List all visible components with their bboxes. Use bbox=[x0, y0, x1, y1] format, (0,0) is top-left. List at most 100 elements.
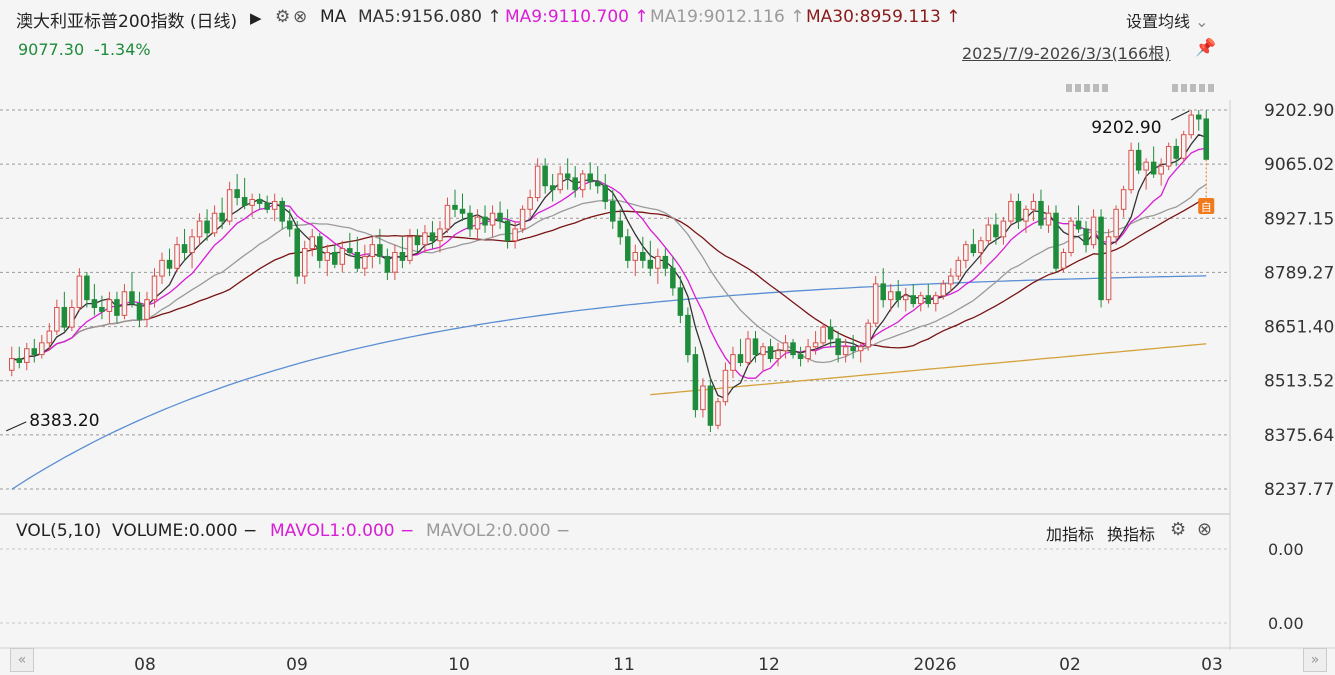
candle-body bbox=[827, 326, 834, 340]
candle-body bbox=[1195, 114, 1202, 120]
candle-body bbox=[775, 350, 781, 360]
candle-body bbox=[812, 342, 819, 348]
candle-body bbox=[354, 252, 361, 269]
candle-body bbox=[91, 299, 98, 308]
candle-body bbox=[617, 220, 624, 238]
candle-body bbox=[647, 259, 654, 269]
candle-body bbox=[1068, 220, 1074, 254]
candle-body bbox=[1180, 134, 1187, 159]
candle-body bbox=[655, 255, 661, 269]
candle-body bbox=[31, 348, 38, 356]
candle-body bbox=[497, 212, 503, 222]
candle-body bbox=[534, 165, 541, 199]
candle-body bbox=[542, 165, 548, 187]
candle-body bbox=[256, 198, 263, 204]
candle-body bbox=[61, 306, 68, 328]
ma-long-blue-line bbox=[11, 275, 1207, 490]
date-range[interactable]: 2025/7/9-2026/3/3(166根) bbox=[962, 44, 1171, 63]
pin-icon[interactable]: 📌 bbox=[1195, 38, 1217, 58]
candle-body bbox=[850, 346, 856, 352]
scroll-left-button[interactable]: « bbox=[10, 648, 34, 672]
gear-icon[interactable]: ⚙ bbox=[275, 7, 291, 27]
chart-title: 澳大利亚标普200指数 (日线) bbox=[16, 12, 238, 32]
candle-body bbox=[422, 232, 428, 246]
candle-body bbox=[760, 346, 766, 356]
candle-body bbox=[114, 299, 120, 316]
change-indicator-button[interactable]: 换指标 bbox=[1107, 525, 1156, 544]
candle-body bbox=[970, 244, 977, 254]
candle-body bbox=[933, 295, 939, 305]
candle-body bbox=[978, 240, 984, 254]
ma-long-gold-line bbox=[650, 343, 1207, 396]
candle-body bbox=[181, 244, 188, 254]
candle-body bbox=[286, 220, 293, 230]
mavol2-value: MAVOL2:0.000 − bbox=[426, 521, 571, 541]
y-tick-label: 9065.02 bbox=[1264, 155, 1334, 175]
vol-label: VOL(5,10) bbox=[16, 521, 102, 541]
candle-body bbox=[362, 255, 368, 269]
high-arrow-line bbox=[1170, 110, 1190, 121]
candle-body bbox=[625, 236, 631, 261]
candle-body bbox=[842, 346, 849, 356]
candle-body bbox=[1075, 220, 1082, 230]
settings-ma-button[interactable]: 设置均线 ⌄ bbox=[1126, 12, 1209, 31]
candle-body bbox=[339, 248, 346, 265]
candle-body bbox=[985, 224, 992, 242]
self-badge[interactable] bbox=[1198, 198, 1215, 214]
candle-body bbox=[211, 212, 218, 234]
candle-body bbox=[504, 220, 511, 242]
candle-body bbox=[880, 283, 886, 301]
candle-body bbox=[1030, 200, 1037, 210]
high-label: 9202.90 bbox=[1091, 118, 1161, 138]
candle-body bbox=[1090, 216, 1097, 246]
scroll-right-button[interactable]: » bbox=[1303, 648, 1327, 672]
mavol1-value: MAVOL1:0.000 − bbox=[270, 521, 415, 541]
candle-body bbox=[1098, 216, 1104, 301]
event-marker bbox=[1199, 84, 1205, 92]
candle-body bbox=[1158, 165, 1164, 175]
ma-label: MA bbox=[320, 7, 347, 27]
candle-body bbox=[857, 346, 864, 352]
add-indicator-button[interactable]: 加指标 bbox=[1046, 525, 1095, 544]
candle-body bbox=[730, 354, 736, 371]
x-tick-label: 09 bbox=[286, 655, 308, 675]
candle-body bbox=[572, 177, 578, 191]
event-marker bbox=[1172, 84, 1178, 92]
play-icon[interactable]: ▶ bbox=[250, 9, 262, 27]
y-tick-label: 9202.90 bbox=[1264, 101, 1334, 121]
current-price: 9077.30 bbox=[18, 40, 85, 59]
candle-body bbox=[700, 385, 706, 411]
candle-body bbox=[865, 322, 871, 348]
candle-body bbox=[452, 204, 458, 210]
candle-body bbox=[692, 354, 699, 411]
ma30-line bbox=[11, 198, 1207, 362]
candle-body bbox=[752, 338, 759, 356]
candle-body bbox=[993, 224, 999, 238]
candle-body bbox=[662, 255, 669, 269]
event-marker bbox=[1190, 84, 1196, 92]
candle-body bbox=[84, 275, 90, 301]
candle-body bbox=[482, 216, 488, 226]
candle-body bbox=[459, 208, 466, 214]
candle-body bbox=[1113, 208, 1119, 238]
candle-body bbox=[151, 275, 158, 301]
candle-body bbox=[1045, 212, 1052, 226]
candle-body bbox=[437, 228, 443, 242]
close-icon[interactable]: ⊗ bbox=[1197, 519, 1213, 540]
volume-axis-top: 0.00 bbox=[1268, 540, 1304, 559]
candle-body bbox=[414, 236, 421, 246]
candle-body bbox=[99, 306, 105, 312]
gear-icon[interactable]: ⚙ bbox=[1170, 519, 1187, 540]
close-icon[interactable]: ⊗ bbox=[293, 7, 308, 27]
candle-body bbox=[301, 248, 308, 277]
candle-body bbox=[579, 173, 586, 191]
candle-body bbox=[24, 348, 30, 363]
low-label: 8383.20 bbox=[29, 411, 99, 431]
price-change: -1.34% bbox=[94, 40, 151, 59]
candle-body bbox=[1053, 212, 1059, 269]
volume-value: VOLUME:0.000 − bbox=[112, 521, 258, 541]
candle-body bbox=[219, 212, 225, 222]
candle-body bbox=[1000, 220, 1007, 238]
candle-body bbox=[940, 283, 947, 297]
ma30-value: MA30:8959.113 ↑ bbox=[806, 7, 961, 27]
